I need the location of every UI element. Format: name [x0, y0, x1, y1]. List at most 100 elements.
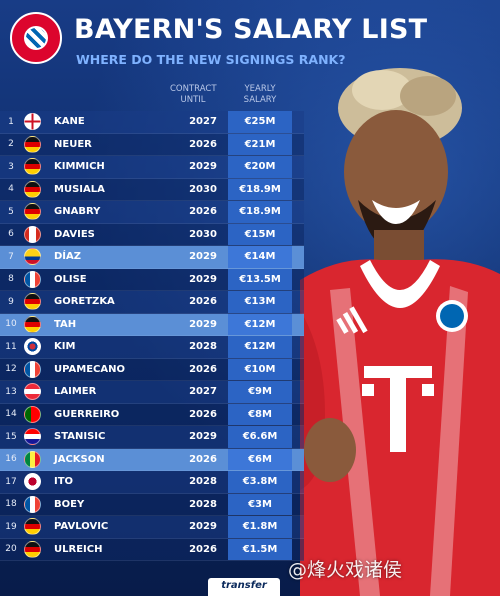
- rank-number: 16: [5, 454, 17, 465]
- table-row: 13 LAIMER 2027 €9M: [0, 381, 304, 404]
- yearly-salary: €18.9M: [228, 178, 292, 200]
- telekom-logo: [362, 366, 434, 452]
- contract-year: 2027: [189, 116, 217, 128]
- watermark-text: @烽火戏诸侯: [288, 559, 403, 581]
- table-row: 20 ULREICH 2026 €1.5M: [0, 538, 304, 561]
- contract-year: 2026: [189, 296, 217, 308]
- rank-number: 19: [5, 521, 17, 532]
- table-row: 10 TAH 2029 €12M: [0, 313, 304, 336]
- table-row: 2 NEUER 2026 €21M: [0, 133, 304, 156]
- rank-number: 7: [8, 251, 14, 262]
- austria-flag-icon: [24, 383, 41, 401]
- germany-flag-icon: [24, 203, 41, 221]
- player-name: DAVIES: [54, 228, 95, 240]
- player-name: NEUER: [54, 138, 92, 150]
- france-flag-icon: [24, 360, 41, 378]
- table-row: 9 GORETZKA 2026 €13M: [0, 291, 304, 314]
- player-name: MUSIALA: [54, 183, 105, 195]
- yearly-salary: €1.8M: [228, 516, 292, 538]
- contract-year: 2026: [189, 363, 217, 375]
- player-name: GNABRY: [54, 206, 101, 218]
- table-row: 6 DAVIES 2030 €15M: [0, 223, 304, 246]
- germany-flag-icon: [24, 315, 41, 333]
- contract-year: 2027: [189, 386, 217, 398]
- england-flag-icon: [24, 113, 41, 131]
- player-image: [300, 68, 500, 596]
- table-row: 5 GNABRY 2026 €18.9M: [0, 201, 304, 224]
- contract-year: 2029: [189, 273, 217, 285]
- table-row: 1 KANE 2027 €25M: [0, 111, 304, 134]
- rank-number: 1: [8, 116, 14, 127]
- rank-number: 10: [5, 319, 17, 330]
- player-name: DÍAZ: [54, 251, 82, 263]
- south-korea-flag-icon: [24, 338, 41, 356]
- yearly-salary: €1.5M: [228, 538, 292, 560]
- page-title: BAYERN'S SALARY LIST: [74, 14, 428, 45]
- player-name: GORETZKA: [54, 296, 115, 308]
- player-name: GUERREIRO: [54, 408, 120, 420]
- rank-number: 15: [5, 431, 17, 442]
- rank-number: 3: [8, 161, 14, 172]
- transfermarkt-logo: transfer: [208, 578, 280, 596]
- player-name: KANE: [54, 116, 85, 128]
- rank-number: 18: [5, 499, 17, 510]
- player-name: LAIMER: [54, 386, 97, 398]
- japan-flag-icon: [24, 473, 41, 491]
- rank-number: 4: [8, 184, 14, 195]
- player-name: KIM: [54, 341, 76, 353]
- yearly-salary: €3.8M: [228, 471, 292, 493]
- player-name: ITO: [54, 476, 74, 488]
- germany-flag-icon: [24, 135, 41, 153]
- yearly-salary: €13.5M: [228, 268, 292, 290]
- yearly-salary: €6M: [228, 448, 292, 470]
- rank-number: 6: [8, 229, 14, 240]
- bayern-logo: [10, 12, 62, 64]
- table-row: 14 GUERREIRO 2026 €8M: [0, 403, 304, 426]
- canada-flag-icon: [24, 225, 41, 243]
- contract-year: 2029: [189, 431, 217, 443]
- table-row: 19 PAVLOVIC 2029 €1.8M: [0, 516, 304, 539]
- contract-year: 2026: [189, 543, 217, 555]
- germany-flag-icon: [24, 180, 41, 198]
- contract-year: 2028: [189, 476, 217, 488]
- table-row: 7 DÍAZ 2029 €14M: [0, 246, 304, 269]
- germany-flag-icon: [24, 540, 41, 558]
- page-subtitle: WHERE DO THE NEW SIGNINGS RANK?: [76, 52, 346, 67]
- rank-number: 5: [8, 206, 14, 217]
- contract-year: 2026: [189, 408, 217, 420]
- portugal-flag-icon: [24, 405, 41, 423]
- player-name: STANISIC: [54, 431, 106, 443]
- bayern-crest-icon: [24, 26, 48, 50]
- contract-year: 2028: [189, 498, 217, 510]
- rank-number: 11: [5, 341, 17, 352]
- player-name: PAVLOVIC: [54, 521, 109, 533]
- contract-year: 2028: [189, 341, 217, 353]
- yearly-salary: €25M: [228, 111, 292, 133]
- germany-flag-icon: [24, 518, 41, 536]
- rank-number: 12: [5, 364, 17, 375]
- rank-number: 14: [5, 409, 17, 420]
- adidas-logo: [336, 306, 368, 334]
- senegal-flag-icon: [24, 450, 41, 468]
- contract-year: 2029: [189, 251, 217, 263]
- player-name: UPAMECANO: [54, 363, 126, 375]
- yearly-salary: €10M: [228, 358, 292, 380]
- contract-year: 2026: [189, 453, 217, 465]
- yearly-salary: €15M: [228, 223, 292, 245]
- germany-flag-icon: [24, 293, 41, 311]
- contract-year: 2030: [189, 228, 217, 240]
- yearly-salary: €12M: [228, 336, 292, 358]
- contract-year: 2026: [189, 206, 217, 218]
- column-header-salary: YEARLY SALARY: [243, 84, 277, 105]
- yearly-salary: €13M: [228, 291, 292, 313]
- player-name: ULREICH: [54, 543, 103, 555]
- yearly-salary: €3M: [228, 493, 292, 515]
- rank-number: 9: [8, 296, 14, 307]
- salary-table: 1 KANE 2027 €25M 2 NEUER 2026 €21M 3 KIMMICH 2029 €…: [0, 111, 304, 561]
- contract-year: 2030: [189, 183, 217, 195]
- player-name: BOEY: [54, 498, 85, 510]
- column-header-contract: CONTRACT UNTIL: [170, 84, 217, 105]
- contract-year: 2029: [189, 161, 217, 173]
- yearly-salary: €8M: [228, 403, 292, 425]
- rank-number: 13: [5, 386, 17, 397]
